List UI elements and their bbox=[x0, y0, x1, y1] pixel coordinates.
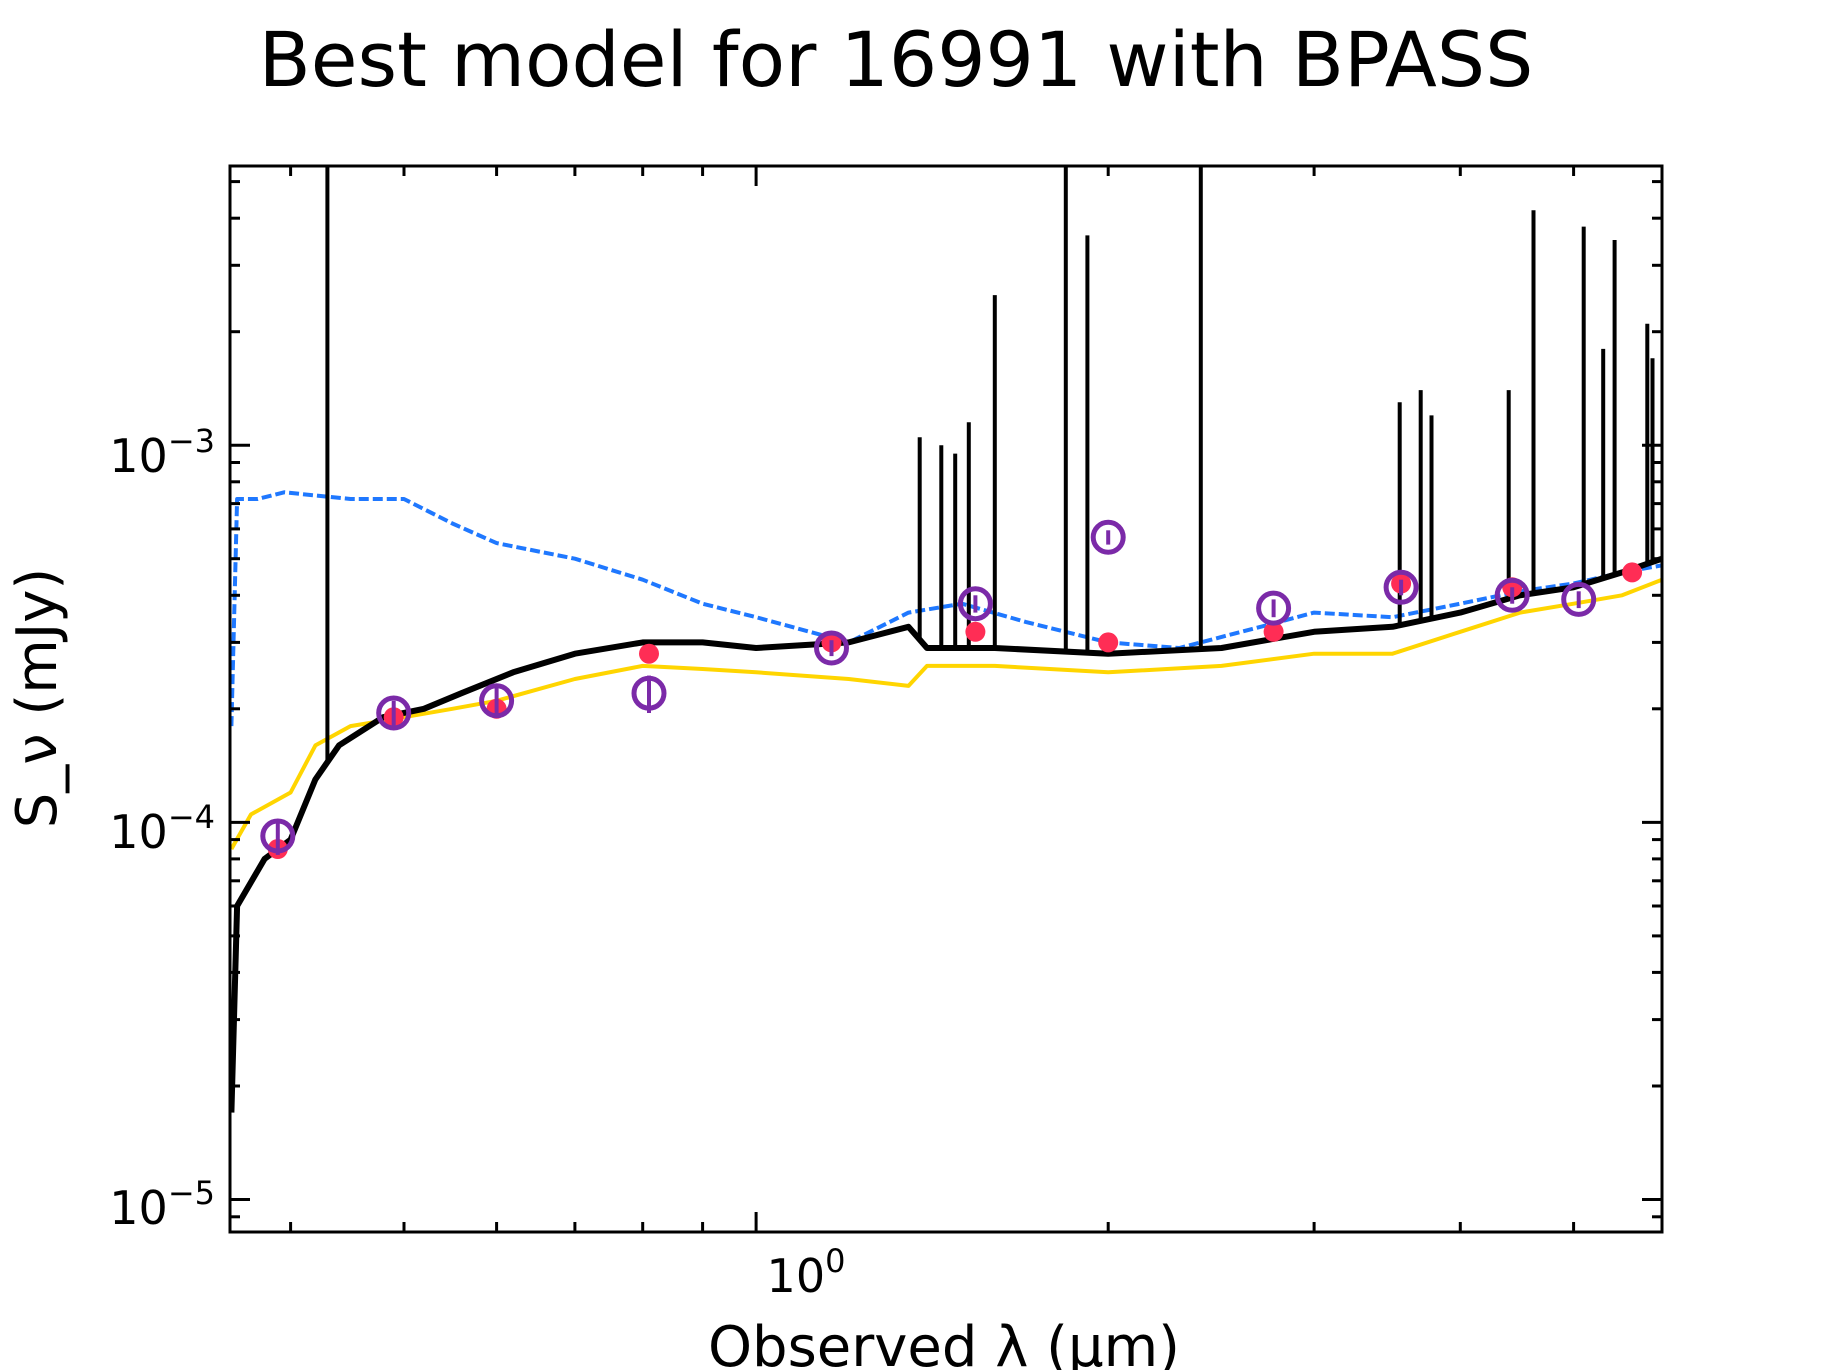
model-photometry-point bbox=[1263, 621, 1284, 642]
observed-photometry-point bbox=[1561, 581, 1597, 617]
y-tick-label-1e-4: 10−4 bbox=[109, 798, 215, 859]
x-axis-label: Observed λ (μm) bbox=[708, 1315, 1180, 1370]
model-photometry-point bbox=[1622, 562, 1643, 583]
observed-photometry-point bbox=[957, 586, 993, 622]
observed-photometry-point bbox=[1383, 569, 1419, 605]
observed-photometry-point bbox=[814, 630, 849, 666]
model-photometry-point bbox=[965, 621, 986, 642]
observed-photometry-point bbox=[376, 695, 412, 731]
observed-photometry-point bbox=[260, 818, 296, 854]
observed-photometry-point bbox=[1256, 590, 1292, 626]
observed-photometry-point bbox=[1090, 519, 1126, 555]
emission-lines-layer bbox=[325, 166, 1655, 763]
model-photometry-point bbox=[639, 643, 659, 664]
observed-photometry-point bbox=[479, 683, 515, 719]
photometry-layer bbox=[260, 519, 1643, 859]
y-axis-label: S_ν (mJy) bbox=[5, 568, 70, 829]
series-layer bbox=[230, 490, 1662, 1113]
y-tick-label-1e-3: 10−3 bbox=[109, 422, 215, 483]
series-total bbox=[230, 555, 1662, 1113]
observed-photometry-point bbox=[1494, 577, 1530, 613]
series-attenuated_stellar bbox=[230, 577, 1662, 850]
y-tick-label-1e-5: 10−5 bbox=[109, 1174, 215, 1235]
model-photometry-point bbox=[1098, 632, 1119, 653]
x-tick-label-1: 100 bbox=[767, 1242, 846, 1303]
chart-title: Best model for 16991 with BPASS bbox=[259, 15, 1534, 104]
plot-area bbox=[230, 166, 1662, 1113]
plot-frame bbox=[228, 164, 1664, 1234]
ticks-layer bbox=[230, 166, 1662, 1232]
observed-photometry-point bbox=[631, 675, 667, 711]
series-unattenuated bbox=[230, 490, 1662, 727]
